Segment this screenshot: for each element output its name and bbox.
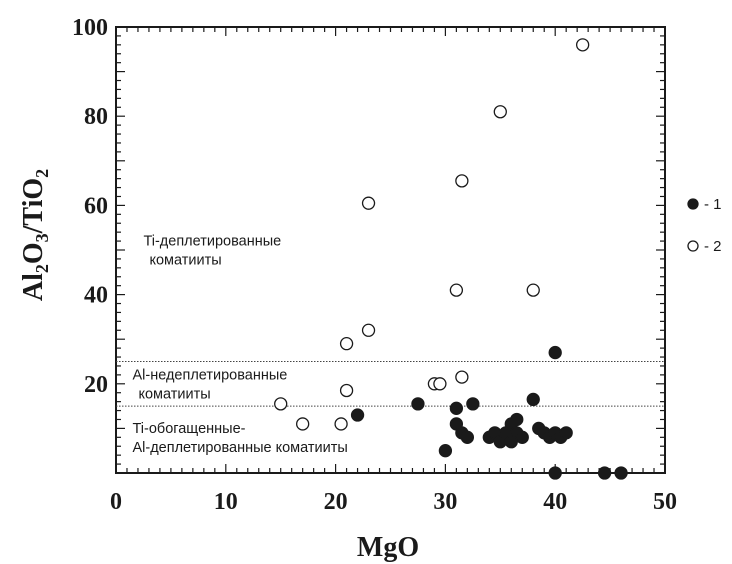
data-point-series-1 <box>449 401 464 415</box>
y-axis-title-part: /TiO <box>18 178 49 235</box>
data-point-series-1 <box>526 392 540 407</box>
region-label-line: Al-деплетированные коматииты <box>132 440 347 456</box>
data-point-series-1 <box>466 397 480 411</box>
x-axis-title: MgO <box>357 532 419 563</box>
data-point-series-1 <box>515 430 529 444</box>
y-tick-label: 20 <box>84 372 108 398</box>
region-label-line: Ti-деплетированные <box>143 234 281 250</box>
data-point-series-1 <box>597 466 612 480</box>
y-axis-title: Al2O3/TiO2 <box>18 169 52 301</box>
y-tick-label: 60 <box>84 193 108 219</box>
data-point-series-2 <box>274 397 288 411</box>
data-point-series-2 <box>296 417 310 431</box>
legend-label: - 1 <box>704 196 722 213</box>
data-point-series-1 <box>510 412 524 427</box>
data-point-series-2 <box>361 196 376 210</box>
data-point-series-1 <box>350 408 365 422</box>
region-label-line: коматииты <box>138 386 210 402</box>
y-tick-labels: 20 40 60 80 100 <box>72 15 108 398</box>
x-tick-label: 0 <box>110 489 122 515</box>
x-tick-label: 10 <box>214 489 238 515</box>
data-point-series-1 <box>411 397 425 411</box>
x-tick-label: 20 <box>324 489 348 515</box>
region-labels: Ti-деплетированные коматиитыAl-недеплетир… <box>132 234 347 456</box>
x-tick-label: 30 <box>433 489 457 515</box>
data-point-series-1 <box>614 466 628 480</box>
axis-ticks <box>115 26 666 474</box>
data-point-series-2 <box>339 383 354 398</box>
data-point-series-2 <box>449 283 464 297</box>
data-point-series-2 <box>433 377 447 391</box>
legend-marker <box>687 198 699 210</box>
data-point-series-2 <box>526 283 540 297</box>
data-point-series-2 <box>576 38 590 52</box>
data-point-series-2 <box>361 323 376 337</box>
y-axis-title-part: Al <box>18 273 49 301</box>
y-axis-title-part: 3 <box>32 233 52 242</box>
region-label-line: Ti-обогащенные- <box>132 421 245 437</box>
data-point-series-1 <box>548 345 562 360</box>
x-tick-label: 40 <box>543 489 567 515</box>
data-point-series-1 <box>460 430 475 444</box>
reference-lines <box>116 361 665 407</box>
region-label: Al-недеплетированные коматииты <box>132 367 287 402</box>
data-point-series-2 <box>493 105 507 119</box>
y-axis-title-part: O <box>18 242 49 264</box>
region-label: Ti-деплетированные коматииты <box>143 234 281 269</box>
legend-label: - 2 <box>704 238 722 255</box>
region-label-line: Al-недеплетированные <box>132 367 287 383</box>
region-label: Ti-обогащенные- Al-деплетированные комати… <box>132 421 347 456</box>
x-tick-labels: 0 10 20 30 40 50 <box>110 489 677 515</box>
data-point-series-2 <box>339 337 354 351</box>
x-tick-label: 50 <box>653 489 677 515</box>
data-point-series-2 <box>455 174 469 188</box>
data-point-series-2 <box>334 417 348 431</box>
y-tick-label: 40 <box>84 283 108 309</box>
y-axis-title-part: 2 <box>32 169 52 178</box>
y-axis-title-part: 2 <box>32 264 52 273</box>
legend-marker <box>687 240 699 252</box>
region-label-line: коматииты <box>149 253 221 269</box>
data-point-series-1 <box>438 444 453 458</box>
data-point-series-1 <box>504 435 518 449</box>
data-point-series-1 <box>559 426 573 440</box>
legend: - 1 - 2 <box>687 196 722 255</box>
data-point-series-2 <box>455 370 469 384</box>
data-point-series-1 <box>548 466 562 480</box>
y-tick-label: 80 <box>84 104 108 130</box>
y-tick-label: 100 <box>72 15 108 41</box>
data-points <box>274 38 628 480</box>
